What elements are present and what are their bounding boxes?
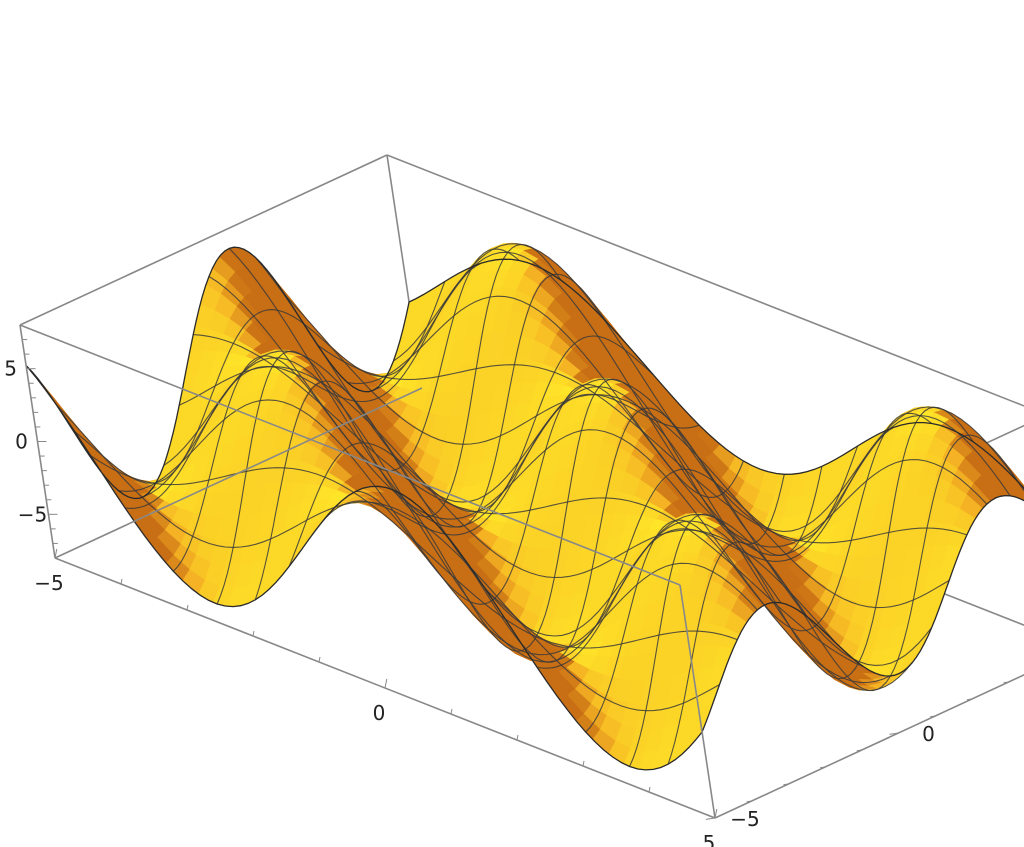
x-axis-tick (516, 734, 519, 741)
y-axis-tick (966, 698, 972, 701)
y-axis-tick (783, 783, 789, 786)
x-axis-tick (252, 630, 255, 637)
y-axis-tick-label: 0 (922, 722, 935, 746)
y-axis-tick (1003, 681, 1009, 684)
surface-patch (77, 436, 106, 470)
mesh-line-x (537, 426, 894, 669)
mesh-line-x (667, 434, 1019, 765)
mesh-line-x (393, 378, 785, 652)
mesh-line-y (228, 248, 913, 692)
mesh-line-y (373, 251, 1011, 557)
y-axis-tick (856, 749, 862, 752)
mesh-line-y (254, 256, 933, 666)
edge-front-right-vertical (679, 584, 716, 819)
y-axis-tick (889, 732, 899, 735)
y-axis-tick (820, 766, 826, 769)
mesh-line-y (393, 243, 1024, 533)
z-axis-tick-label: 5 (4, 357, 17, 381)
x-axis-tick (450, 708, 453, 715)
edge-front-top-y (19, 154, 388, 326)
mesh-line-y (347, 295, 988, 548)
x-axis-tick (54, 548, 58, 559)
x-axis-tick (186, 604, 189, 611)
surface (25, 242, 1024, 771)
z-axis-tick-label: 0 (15, 430, 28, 454)
mesh-line-y (317, 344, 968, 544)
surface-outline (25, 246, 1024, 771)
x-axis-tick (318, 656, 321, 663)
mesh-line-x (629, 406, 974, 767)
axes: −5 0 5 −5 0 5 −5 0 5 (4, 339, 1009, 847)
y-axis-tick (705, 817, 716, 820)
x-axis-tick (384, 678, 388, 689)
x-axis-tick-label: 5 (703, 831, 716, 847)
x-axis: −5 0 5 (34, 548, 718, 847)
x-axis-tick (582, 760, 585, 767)
y-axis-tick (930, 715, 936, 718)
x-axis-tick (120, 578, 123, 585)
mesh-line-x (585, 412, 933, 733)
x-axis-tick-label: −5 (34, 571, 63, 595)
y-axis-tick-label: −5 (730, 807, 759, 831)
y-axis: −505 (705, 681, 1009, 831)
z-axis: −5 0 5 (4, 339, 58, 544)
bounding-box-front (19, 154, 716, 819)
x-axis-tick (648, 786, 651, 793)
x-axis-tick (714, 808, 718, 819)
edge-front-top-x (19, 324, 681, 586)
edge-front-bottom-y (54, 387, 423, 559)
mesh-line-y (208, 275, 891, 684)
mesh-line-x (486, 445, 859, 648)
x-axis-tick-label: 0 (373, 701, 386, 725)
edge-back-top-x (386, 154, 1024, 407)
mesh-line-y (285, 295, 950, 609)
y-axis-tick (746, 800, 752, 803)
z-axis-tick-label: −5 (18, 502, 47, 526)
